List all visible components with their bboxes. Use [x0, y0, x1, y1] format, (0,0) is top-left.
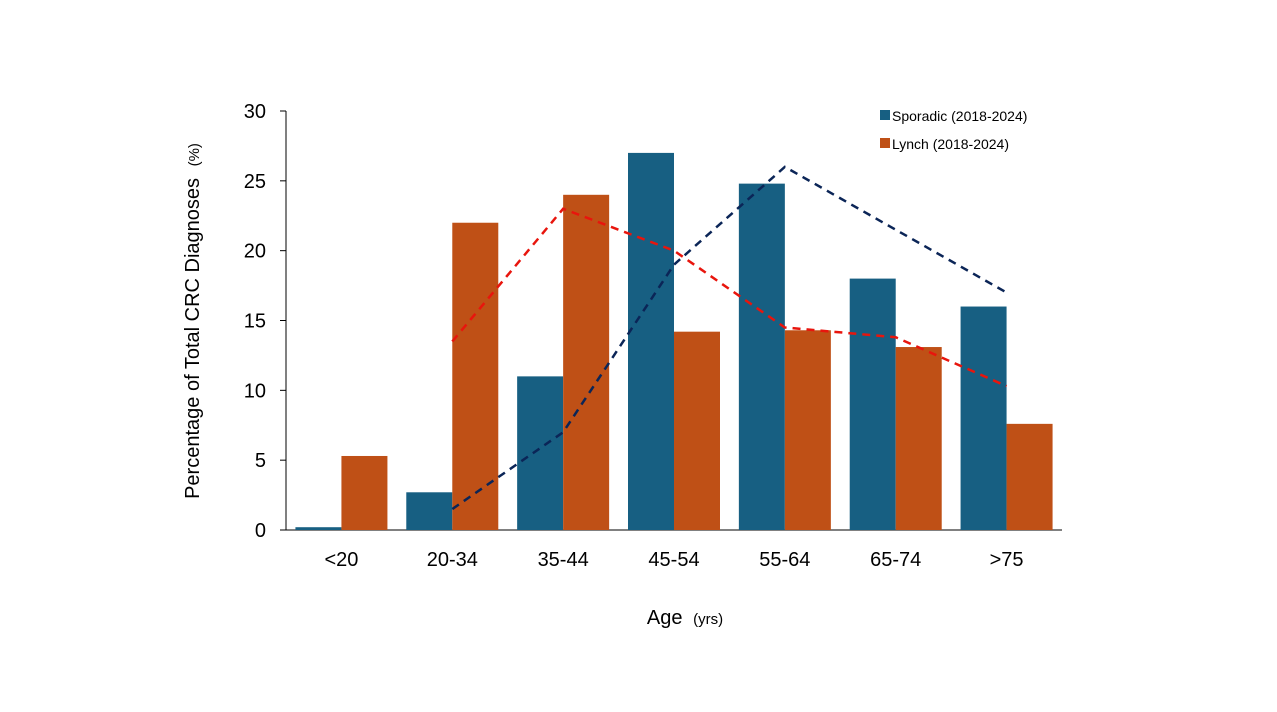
x-tick-label: 55-64 [759, 549, 810, 571]
y-tick-label: 25 [244, 171, 266, 193]
legend-label: Lynch (2018-2024) [892, 136, 1009, 152]
y-tick-label: 30 [244, 101, 266, 123]
x-tick-label: 35-44 [538, 549, 589, 571]
y-tick-label: 0 [255, 520, 266, 542]
x-axis: <20 20-34 35-44 45-54 55-64 65-74 >75 [286, 529, 1062, 571]
lynch-trend-line [451, 207, 1008, 388]
x-tick-label: >75 [990, 549, 1024, 571]
sporadic-bar [738, 183, 785, 531]
y-tick-label: 5 [255, 450, 266, 472]
sporadic-bar [628, 152, 674, 530]
lynch-bar [784, 330, 831, 530]
lynch-bar [341, 455, 388, 530]
lynch-bar [563, 194, 610, 531]
sporadic-bar [517, 376, 564, 530]
lynch-bar [895, 347, 942, 530]
legend-swatch [880, 110, 890, 120]
y-axis-title: Percentage of Total CRC Diagnoses (%) [182, 143, 204, 499]
y-axis: 0 5 10 15 20 25 30 [244, 101, 287, 542]
y-axis-title-main: Percentage of Total CRC Diagnoses [182, 178, 204, 499]
legend-label: Sporadic (2018-2024) [892, 108, 1027, 124]
bars [295, 152, 1053, 531]
y-axis-title-unit: (%) [186, 143, 203, 166]
sporadic-bar [849, 278, 896, 530]
y-tick-label: 10 [244, 380, 266, 402]
x-tick-label: 45-54 [648, 549, 699, 571]
legend: Sporadic (2018-2024) Lynch (2018-2024) [880, 108, 1027, 152]
x-tick-label: <20 [324, 549, 358, 571]
sporadic-trend-line [451, 165, 1008, 511]
sporadic-bar [960, 306, 1007, 530]
y-tick-label: 20 [244, 241, 266, 263]
x-axis-title-main: Age [647, 607, 683, 629]
lynch-bar [1006, 423, 1053, 530]
x-axis-title: Age (yrs) [647, 607, 723, 629]
legend-swatch [880, 138, 890, 148]
x-axis-title-unit: (yrs) [693, 611, 723, 628]
trend-lines [451, 165, 1008, 511]
x-tick-label: 20-34 [427, 549, 478, 571]
x-tick-label: 65-74 [870, 549, 921, 571]
lynch-bar [674, 331, 720, 530]
sporadic-bar [406, 492, 453, 530]
lynch-bar [452, 222, 499, 530]
sporadic-bar [295, 527, 342, 530]
y-tick-label: 15 [244, 311, 266, 333]
